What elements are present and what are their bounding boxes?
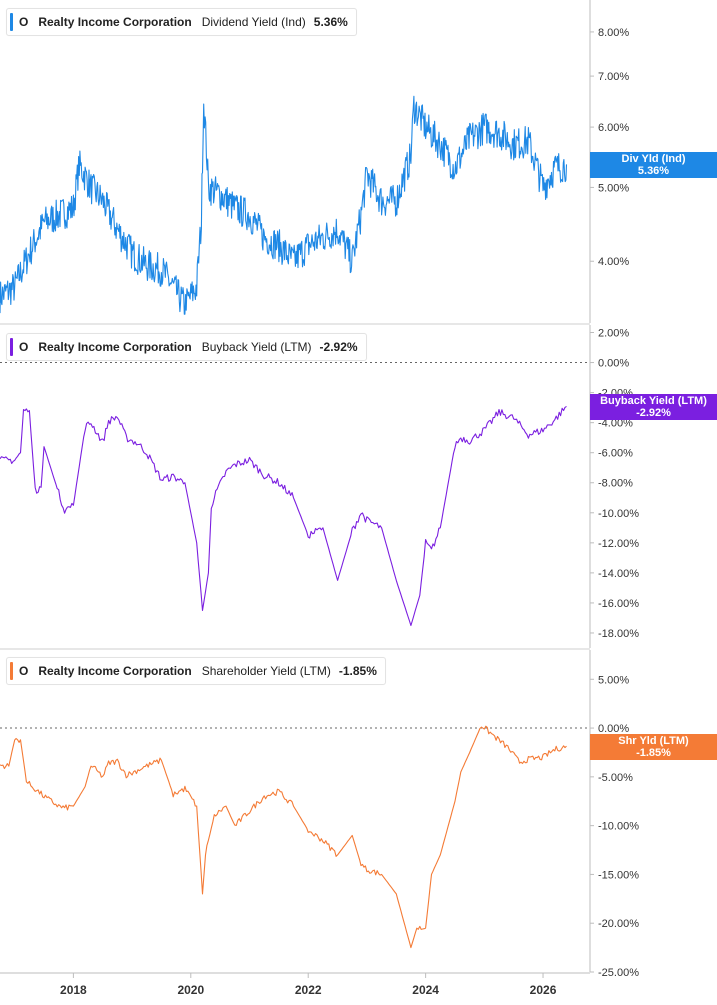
x-tick-label: 2024 (412, 983, 439, 997)
legend-swatch-blue (10, 13, 13, 31)
tag-value: -2.92% (636, 407, 671, 419)
legend-value: -2.92% (319, 340, 358, 354)
y-tick-label: 5.00% (598, 182, 629, 194)
y-tick-label: 8.00% (598, 27, 629, 39)
y-tick-label: 2.00% (598, 328, 629, 340)
tag-value: 5.36% (637, 165, 670, 177)
y-tick-label: -6.00% (598, 448, 633, 460)
current-value-tag-buyback: Buyback Yield (LTM) -2.92% (590, 394, 717, 420)
legend-value: 5.36% (313, 15, 348, 29)
y-tick-label: -15.00% (598, 869, 639, 881)
series-line (0, 405, 567, 627)
y-tick-label: -16.00% (598, 598, 639, 610)
series-line (0, 95, 568, 315)
y-tick-label: 0.00% (598, 358, 629, 370)
legend-metric: Buyback Yield (LTM) (201, 340, 312, 354)
legend-swatch-purple (10, 338, 13, 356)
legend-metric: Shareholder Yield (LTM) (201, 664, 331, 678)
y-tick-label: 6.00% (598, 122, 629, 134)
y-tick-label: -20.00% (598, 918, 639, 930)
legend-company: Realty Income Corporation (38, 664, 192, 678)
legend-company: Realty Income Corporation (38, 340, 192, 354)
x-tick-label: 2022 (295, 983, 322, 997)
legend-metric: Dividend Yield (Ind) (201, 15, 306, 29)
tag-label: Buyback Yield (LTM) (600, 395, 707, 407)
tag-value: -1.85% (636, 747, 671, 759)
x-tick-label: 2020 (177, 983, 204, 997)
y-tick-label: 7.00% (598, 71, 629, 83)
legend-shareholder-yield[interactable]: O Realty Income Corporation Shareholder … (6, 657, 386, 685)
y-tick-label: -25.00% (598, 967, 639, 979)
legend-dividend-yield[interactable]: O Realty Income Corporation Dividend Yie… (6, 8, 357, 36)
legend-ticker: O (19, 664, 29, 678)
y-tick-label: -18.00% (598, 628, 639, 640)
current-value-tag-shareholder: Shr Yld (LTM) -1.85% (590, 734, 717, 760)
y-tick-label: -10.00% (598, 508, 639, 520)
y-tick-label: -4.00% (598, 418, 633, 430)
tag-label: Shr Yld (LTM) (618, 735, 689, 747)
legend-ticker: O (19, 15, 29, 29)
x-tick-label: 2018 (60, 983, 87, 997)
legend-company: Realty Income Corporation (38, 15, 192, 29)
y-tick-label: 5.00% (598, 674, 629, 686)
legend-buyback-yield[interactable]: O Realty Income Corporation Buyback Yiel… (6, 333, 367, 361)
y-tick-label: 4.00% (598, 256, 629, 268)
y-tick-label: -10.00% (598, 821, 639, 833)
current-value-tag-dividend: Div Yld (Ind) 5.36% (590, 152, 717, 178)
legend-swatch-orange (10, 662, 13, 680)
y-tick-label: -14.00% (598, 568, 639, 580)
y-tick-label: -5.00% (598, 772, 633, 784)
series-line (0, 725, 567, 949)
y-tick-label: 0.00% (598, 723, 629, 735)
legend-value: -1.85% (338, 664, 377, 678)
y-tick-label: -8.00% (598, 478, 633, 490)
x-tick-label: 2026 (530, 983, 557, 997)
legend-ticker: O (19, 340, 29, 354)
y-tick-label: -12.00% (598, 538, 639, 550)
tag-label: Div Yld (Ind) (621, 153, 686, 165)
